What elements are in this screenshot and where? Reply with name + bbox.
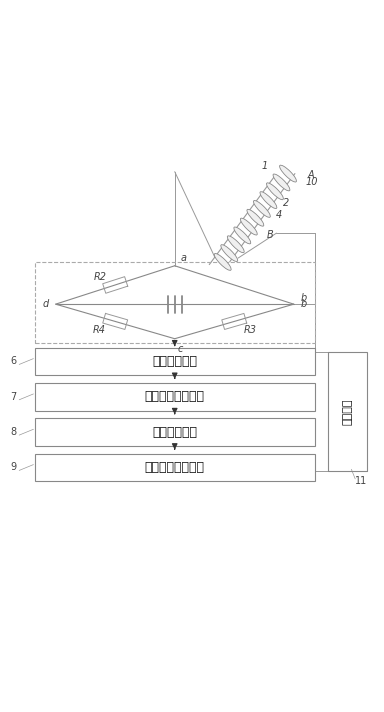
Bar: [35, 347, 315, 375]
Text: b: b: [301, 293, 307, 303]
Text: R4: R4: [93, 325, 106, 335]
Text: 8: 8: [10, 427, 17, 437]
Ellipse shape: [253, 201, 270, 217]
Text: d: d: [43, 299, 49, 309]
Bar: [35, 383, 315, 411]
Ellipse shape: [227, 236, 244, 253]
Text: B: B: [266, 231, 273, 241]
Bar: [328, 352, 367, 471]
Text: 2: 2: [283, 198, 290, 208]
Bar: [35, 262, 315, 342]
Text: 无线数据输出终端: 无线数据输出终端: [145, 461, 205, 474]
Text: A: A: [307, 169, 314, 179]
Text: 6: 6: [10, 357, 17, 367]
Bar: [35, 454, 315, 481]
Text: 数据采集处理模块: 数据采集处理模块: [145, 390, 205, 403]
Text: 11: 11: [355, 476, 367, 486]
Text: 应变信号放大: 应变信号放大: [152, 355, 197, 368]
Ellipse shape: [240, 218, 257, 235]
Ellipse shape: [247, 209, 264, 226]
Text: 1: 1: [262, 161, 268, 171]
Text: a: a: [180, 253, 187, 263]
Text: 7: 7: [10, 392, 17, 402]
Bar: [35, 418, 315, 446]
Text: b: b: [301, 299, 307, 309]
Ellipse shape: [266, 183, 283, 199]
Text: 电源电器: 电源电器: [343, 399, 353, 425]
Ellipse shape: [234, 227, 251, 244]
Text: 4: 4: [276, 210, 282, 220]
Text: 数据存储单元: 数据存储单元: [152, 426, 197, 439]
Text: R2: R2: [93, 271, 106, 281]
Text: 9: 9: [10, 462, 17, 472]
Ellipse shape: [280, 165, 296, 182]
Text: 10: 10: [305, 177, 318, 187]
Ellipse shape: [221, 245, 238, 261]
Text: R3: R3: [244, 325, 257, 335]
Ellipse shape: [273, 174, 290, 191]
Text: c: c: [178, 345, 183, 355]
Ellipse shape: [260, 192, 277, 209]
Ellipse shape: [214, 253, 231, 271]
